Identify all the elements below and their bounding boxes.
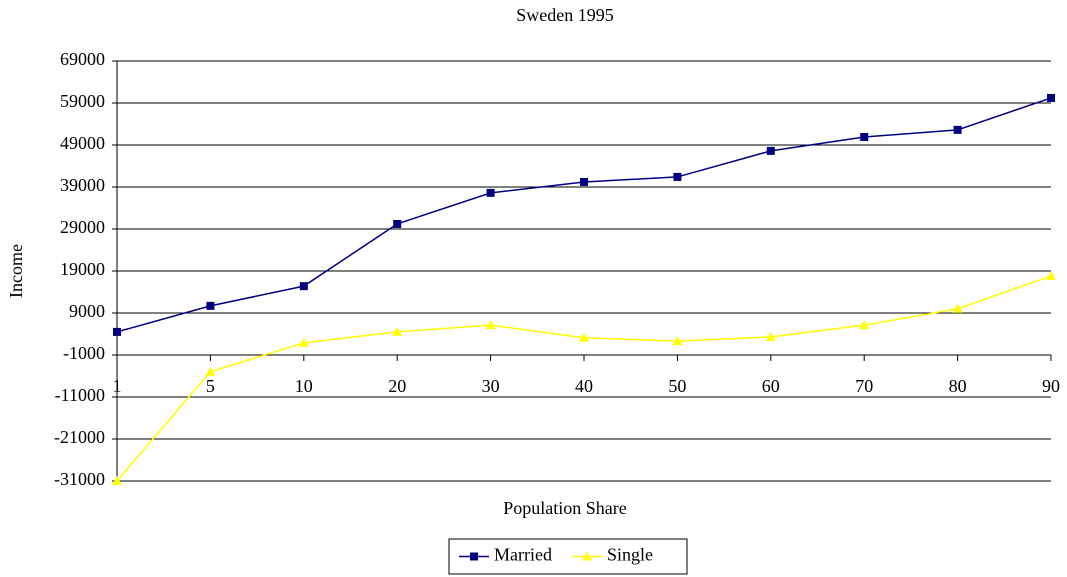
marker: [205, 366, 216, 376]
marker: [298, 337, 309, 347]
marker: [952, 303, 963, 313]
y-tick-label: 19000: [60, 259, 105, 279]
x-tick-label: 40: [575, 376, 593, 396]
marker: [299, 282, 308, 291]
marker: [672, 336, 683, 346]
marker: [112, 476, 122, 485]
x-axis-title: Population Share: [503, 498, 627, 518]
marker: [392, 326, 403, 336]
marker: [113, 327, 121, 336]
marker: [486, 188, 495, 197]
legend-label: Single: [607, 545, 653, 565]
marker: [1046, 271, 1056, 281]
y-tick-label: 69000: [60, 49, 105, 69]
y-tick-label: 9000: [69, 301, 105, 321]
x-tick-label: 50: [668, 376, 686, 396]
y-tick-label: -31000: [54, 469, 105, 489]
x-tick-label: 1: [113, 376, 122, 396]
chart-title: Sweden 1995: [516, 5, 614, 25]
marker: [579, 332, 589, 342]
marker: [766, 146, 775, 155]
y-tick-label: 49000: [60, 133, 105, 153]
marker: [206, 301, 215, 310]
x-tick-label: 60: [762, 376, 780, 396]
legend-label: Married: [494, 545, 552, 565]
y-tick-label: -1000: [63, 343, 105, 363]
marker: [765, 331, 776, 341]
marker: [580, 177, 588, 186]
y-tick-label: 29000: [60, 217, 105, 237]
x-tick-label: 70: [855, 376, 873, 396]
y-tick-label: -21000: [54, 427, 105, 447]
series-line: [116, 97, 1052, 333]
marker: [859, 320, 870, 330]
x-tick-label: 80: [949, 376, 967, 396]
x-tick-label: 5: [206, 376, 215, 396]
y-tick-label: -11000: [55, 385, 105, 405]
x-tick-label: 30: [482, 376, 500, 396]
legend: Married Single: [448, 538, 688, 575]
marker: [470, 552, 478, 561]
marker: [393, 219, 402, 228]
y-tick-label: 39000: [60, 175, 105, 195]
marker: [581, 551, 592, 561]
marker: [485, 320, 496, 330]
marker: [673, 172, 682, 181]
marker: [953, 125, 962, 134]
marker: [1047, 93, 1055, 102]
y-axis-title: Income: [6, 244, 26, 298]
marker: [860, 133, 869, 142]
y-tick-label: 59000: [60, 91, 105, 111]
x-tick-label: 90: [1042, 376, 1060, 396]
x-tick-label: 10: [295, 376, 313, 396]
x-tick-label: 20: [388, 376, 406, 396]
